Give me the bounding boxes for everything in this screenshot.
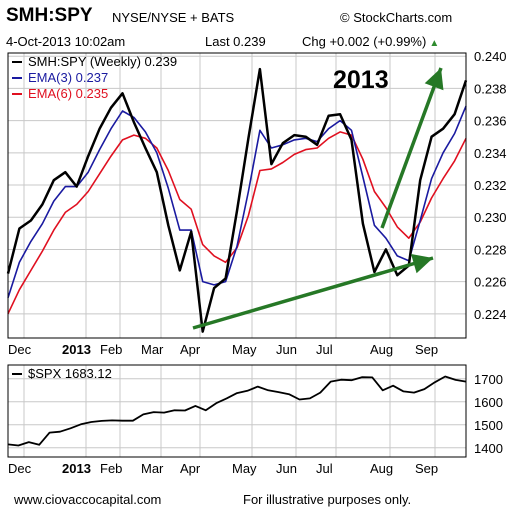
x-tick-label: Jun (276, 461, 297, 476)
y-tick-label: 0.234 (474, 146, 507, 161)
y-tick-label: 1500 (474, 418, 503, 433)
y-tick-label: 0.236 (474, 114, 507, 129)
x-tick-label: May (232, 461, 257, 476)
last-value: Last 0.239 (205, 34, 266, 49)
spx-plot-frame (7, 364, 467, 458)
x-tick-label: 2013 (62, 461, 91, 476)
y-tick-label: 1600 (474, 395, 503, 410)
y-tick-label: 0.224 (474, 307, 507, 322)
x-tick-label: Sep (415, 461, 438, 476)
spx-legend: $SPX 1683.12 (12, 366, 112, 381)
lower-trend-arrow-head (411, 254, 433, 274)
y-tick-label: 0.240 (474, 49, 507, 64)
legend-entry: EMA(6) 0.235 (28, 86, 108, 101)
credit-label: © StockCharts.com (340, 10, 453, 25)
x-tick-label: Apr (180, 342, 201, 357)
x-tick-label: Mar (141, 461, 164, 476)
upper-trend-arrow-head (424, 68, 444, 91)
spx-y-tick-labels: 1700 1600 1500 1400 (474, 372, 503, 456)
x-tick-label: Jun (276, 342, 297, 357)
exchange-label: NYSE/NYSE + BATS (112, 10, 235, 25)
main-y-tick-labels: 0.240 0.238 0.236 0.234 0.232 0.230 0.228 0.226… (474, 49, 507, 322)
x-tick-label: Jul (316, 461, 333, 476)
series-line-0 (6, 67, 468, 333)
x-tick-label: 2013 (62, 342, 91, 357)
x-tick-label: Dec (8, 461, 32, 476)
upper-trend-arrow-shaft (380, 67, 443, 229)
main-series-lines (6, 67, 468, 333)
y-tick-label: 1400 (474, 441, 503, 456)
change-text: Chg +0.002 (+0.99%) (302, 34, 427, 49)
x-tick-label: Aug (370, 342, 393, 357)
y-tick-label: 1700 (474, 372, 503, 387)
datetime-label: 4-Oct-2013 10:02am (6, 34, 126, 49)
x-tick-label: Mar (141, 342, 164, 357)
x-tick-label: Jul (316, 342, 333, 357)
x-tick-label: Sep (415, 342, 438, 357)
x-tick-label: Feb (100, 461, 122, 476)
footer-url: www.ciovaccocapital.com (14, 492, 162, 507)
symbol-title: SMH:SPY (6, 5, 93, 26)
spx-x-tick-labels: Dec 2013 Feb Mar Apr May Jun Jul Aug Sep (8, 461, 438, 476)
x-tick-label: Apr (180, 461, 201, 476)
x-tick-label: Dec (8, 342, 32, 357)
trend-arrows (192, 67, 444, 330)
series-line-0 (7, 375, 467, 447)
series-line-2 (7, 131, 467, 315)
series-line-1 (7, 105, 467, 298)
x-tick-label: May (232, 342, 257, 357)
y-tick-label: 0.230 (474, 210, 507, 225)
year-annotation: 2013 (333, 66, 389, 94)
up-triangle-icon: ▲ (429, 38, 440, 49)
spx-series-lines (7, 375, 467, 447)
x-tick-label: Feb (100, 342, 122, 357)
y-tick-label: 0.228 (474, 242, 507, 257)
y-tick-label: 0.232 (474, 178, 507, 193)
spx-gridlines (8, 365, 466, 457)
legend-entry: SMH:SPY (Weekly) 0.239 (28, 54, 177, 69)
y-tick-label: 0.226 (474, 275, 507, 290)
lower-trend-arrow-shaft (192, 256, 434, 330)
change-value: Chg +0.002 (+0.99%) ▲ (302, 34, 439, 49)
legend-entry: EMA(3) 0.237 (28, 70, 108, 85)
main-x-tick-labels: Dec 2013 Feb Mar Apr May Jun Jul Aug Sep (8, 342, 438, 357)
legend-entry: $SPX 1683.12 (28, 366, 112, 381)
footer-note: For illustrative purposes only. (243, 492, 412, 507)
x-tick-label: Aug (370, 461, 393, 476)
y-tick-label: 0.238 (474, 81, 507, 96)
main-plot-frame (7, 52, 467, 339)
